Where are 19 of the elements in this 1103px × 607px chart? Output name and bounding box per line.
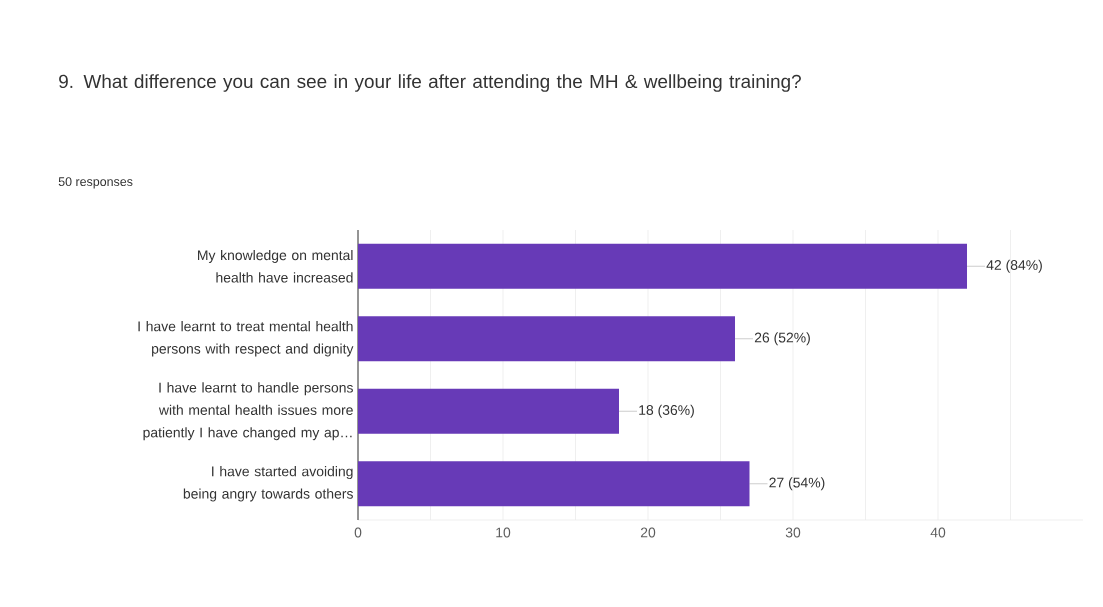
x-tick-label: 20 <box>640 527 656 538</box>
y-tick-label: I have learnt to handle persons with mental health issues more patiently I have changed my ap… <box>143 382 353 441</box>
x-tick-label: 40 <box>930 527 946 538</box>
bar <box>358 243 967 289</box>
x-tick-label: 10 <box>496 527 511 538</box>
data-label: 18 (36%) <box>639 404 694 418</box>
bar <box>358 461 750 507</box>
y-tick-label: I have learnt to treat mental health persons with respect and dignity <box>138 321 354 357</box>
data-label: 42 (84%) <box>986 259 1042 273</box>
x-tick-label: 0 <box>354 527 362 538</box>
y-tick-label: I have started avoiding being angry towards others <box>183 466 353 502</box>
y-tick-label: My knowledge on mental health have increased <box>198 249 353 283</box>
text: 50 responses <box>58 177 133 189</box>
data-label: 26 (52%) <box>754 332 810 346</box>
chart-title: 9. What difference you can see in your life after attending the MH & wellbeing training? <box>59 74 801 92</box>
x-tick-label: 30 <box>785 527 801 538</box>
bar <box>358 388 619 434</box>
bar <box>358 316 735 362</box>
data-label: 27 (54%) <box>769 477 825 491</box>
